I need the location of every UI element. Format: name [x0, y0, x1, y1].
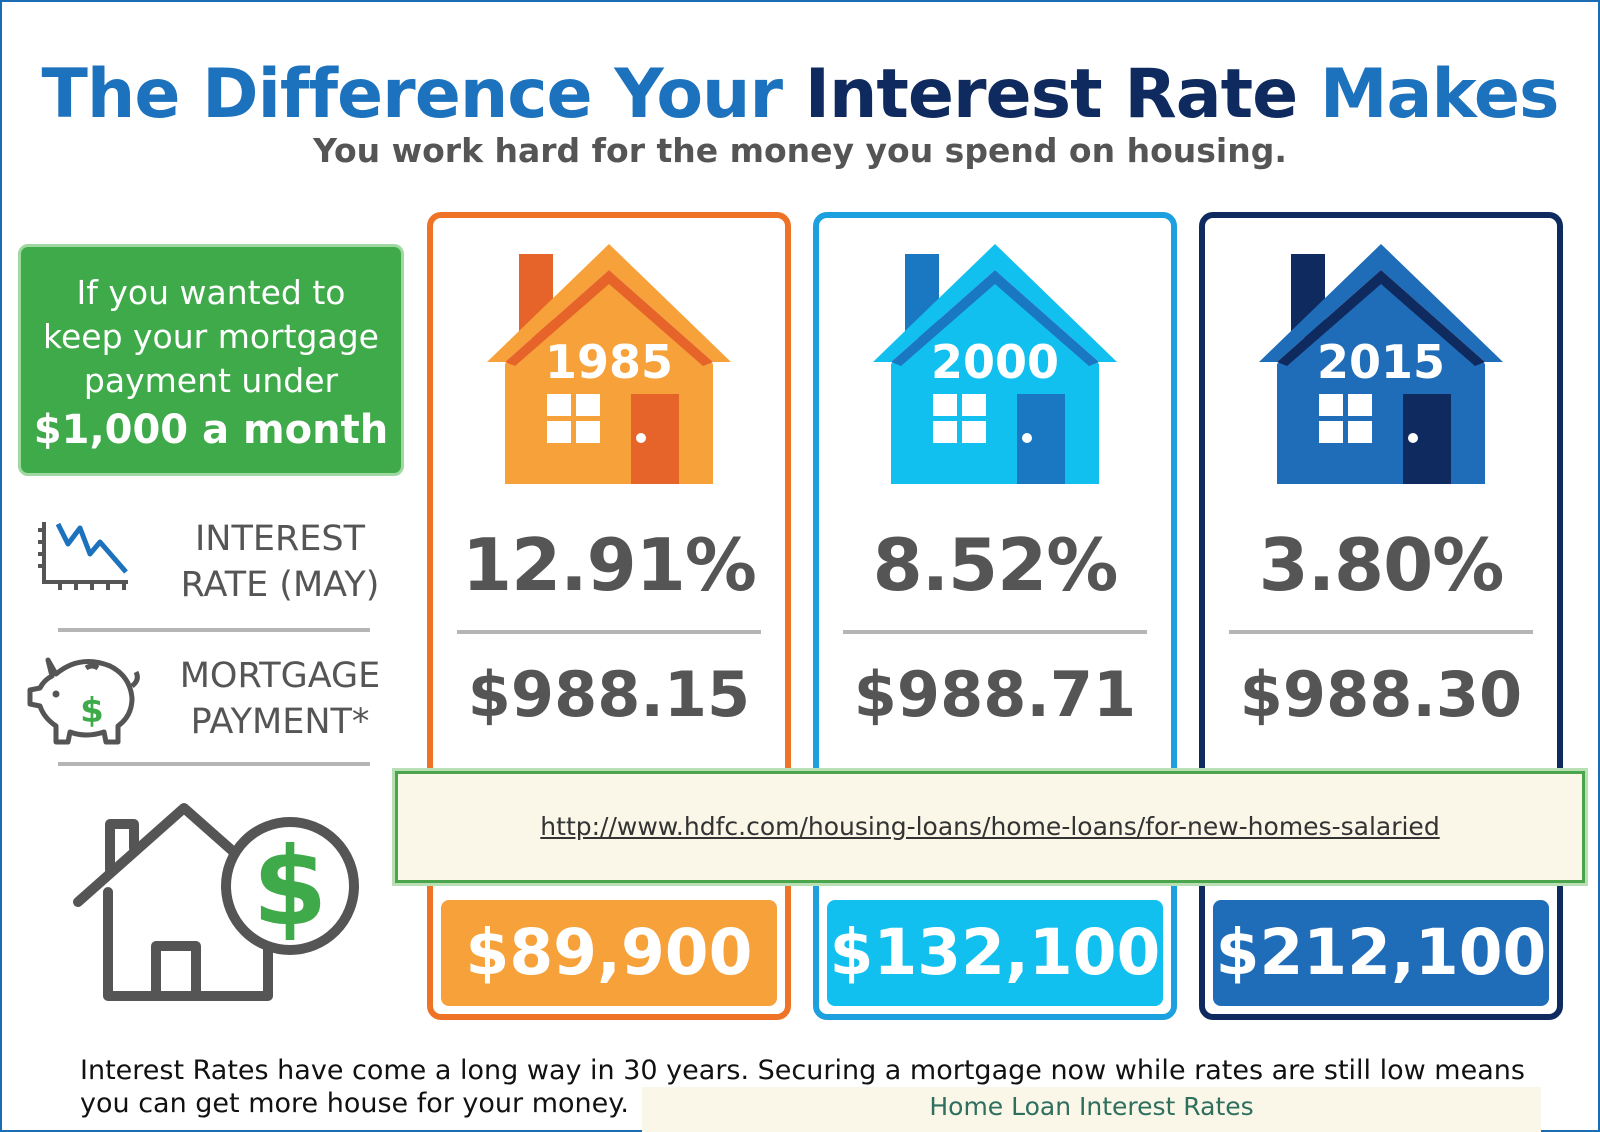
column-divider	[457, 630, 761, 634]
source-link-box: http://www.hdfc.com/housing-loans/home-l…	[395, 771, 1585, 883]
callout-line: If you wanted to	[76, 273, 346, 312]
interest-rate-value: 8.52%	[872, 523, 1119, 607]
callout-line: keep your mortgage	[43, 317, 379, 356]
interest-rate-value: 12.91%	[462, 523, 757, 607]
budget-callout: If you wanted to keep your mortgage paym…	[18, 244, 404, 476]
page-title: The Difference Your Interest Rate Makes	[41, 55, 1560, 134]
interest-rate-value: 3.80%	[1258, 523, 1505, 607]
mortgage-payment-value: $988.15	[467, 658, 751, 731]
year-column-2015: 2015 3.80% $988.30 $212,100	[1199, 212, 1563, 1020]
house-icon: 2000	[873, 244, 1117, 484]
callout-emphasis: $1,000 a month	[33, 407, 389, 453]
mortgage-payment-value: $988.30	[1239, 658, 1523, 731]
svg-text:$: $	[80, 691, 104, 731]
mortgage-payment-value: $988.71	[853, 658, 1137, 731]
footer-text: Interest Rates have come a long way in 3…	[80, 1055, 1525, 1119]
svg-text:$: $	[252, 825, 327, 950]
keyword-tag: Home Loan Interest Rates	[642, 1087, 1541, 1132]
year-label: 2000	[931, 335, 1059, 389]
year-label: 2015	[1317, 335, 1445, 389]
interest-rate-label: INTEREST RATE (MAY)	[180, 519, 380, 605]
source-link[interactable]: http://www.hdfc.com/housing-loans/home-l…	[540, 812, 1440, 841]
row-divider	[58, 762, 370, 766]
piggy-bank-icon: $	[27, 657, 140, 745]
year-column-1985: 1985 12.91% $988.15 $89,900	[427, 212, 791, 1020]
house-icon: 2015	[1259, 244, 1503, 484]
home-price-value: $212,100	[1213, 900, 1549, 1006]
page-subtitle: You work hard for the money you spend on…	[313, 131, 1287, 170]
home-price-value: $89,900	[441, 900, 777, 1006]
chart-down-icon	[38, 522, 128, 590]
year-column-2000: 2000 8.52% $988.71 $132,100	[813, 212, 1177, 1020]
callout-line: payment under	[83, 361, 339, 400]
row-divider	[58, 628, 370, 632]
mortgage-payment-label: MORTGAGE PAYMENT*	[179, 656, 381, 742]
column-divider	[843, 630, 1147, 634]
house-icon: 1985	[487, 244, 731, 484]
column-divider	[1229, 630, 1533, 634]
house-dollar-icon: $	[73, 803, 359, 1001]
year-label: 1985	[545, 335, 673, 389]
home-price-value: $132,100	[827, 900, 1163, 1006]
